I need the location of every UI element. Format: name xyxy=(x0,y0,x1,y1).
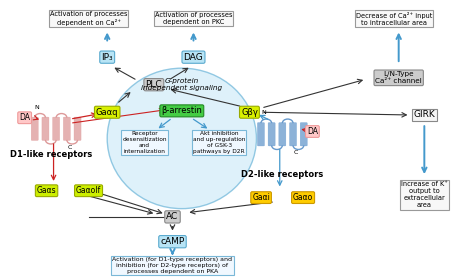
FancyBboxPatch shape xyxy=(300,123,307,146)
Text: DA: DA xyxy=(19,113,30,122)
Text: C: C xyxy=(68,145,72,150)
Text: DA: DA xyxy=(307,127,318,136)
Text: PLC: PLC xyxy=(146,80,162,89)
Text: C: C xyxy=(294,150,298,155)
FancyBboxPatch shape xyxy=(42,117,49,140)
Text: Gaαs: Gaαs xyxy=(37,186,56,195)
Text: D1-like receptors: D1-like receptors xyxy=(10,150,92,160)
Text: Activation (for D1-type receptors) and
inhibition (for D2-type receptors) of
pro: Activation (for D1-type receptors) and i… xyxy=(112,257,232,274)
Text: G-protein
independent signaling: G-protein independent signaling xyxy=(141,78,222,91)
FancyBboxPatch shape xyxy=(74,117,81,140)
FancyBboxPatch shape xyxy=(290,123,297,146)
FancyBboxPatch shape xyxy=(53,117,60,140)
Text: DAG: DAG xyxy=(183,53,203,62)
Text: IP₃: IP₃ xyxy=(101,53,113,62)
Text: Gaαi: Gaαi xyxy=(252,193,270,202)
FancyBboxPatch shape xyxy=(257,123,264,146)
Ellipse shape xyxy=(107,68,256,209)
FancyBboxPatch shape xyxy=(31,117,38,140)
Text: GIRK: GIRK xyxy=(413,111,435,119)
Text: N: N xyxy=(35,105,40,110)
FancyBboxPatch shape xyxy=(279,123,286,146)
Text: L/N-Type
Ca²⁺ channel: L/N-Type Ca²⁺ channel xyxy=(375,71,422,84)
Text: Akt inhibition
and up-regulation
of GSK-3
pathways by D2R: Akt inhibition and up-regulation of GSK-… xyxy=(193,131,246,154)
Text: Activation of processes
dependent on Ca²⁺: Activation of processes dependent on Ca²… xyxy=(50,12,128,26)
Text: Activation of processes
dependent on PKC: Activation of processes dependent on PKC xyxy=(155,12,232,25)
Text: Gaαolf: Gaαolf xyxy=(76,186,101,195)
Text: β-arrestin: β-arrestin xyxy=(161,106,202,115)
Text: Gaαo: Gaαo xyxy=(293,193,313,202)
Text: AC: AC xyxy=(166,212,179,221)
Text: Gaαq: Gaαq xyxy=(96,108,118,117)
Text: Gβγ: Gβγ xyxy=(241,108,258,117)
Text: cAMP: cAMP xyxy=(160,237,184,246)
Text: D2-like receptors: D2-like receptors xyxy=(241,170,323,179)
Text: Receptor
desensitization
and
internalization: Receptor desensitization and internaliza… xyxy=(122,131,167,154)
FancyBboxPatch shape xyxy=(64,117,70,140)
Text: Increase of K⁺
output to
extracellular
area: Increase of K⁺ output to extracellular a… xyxy=(401,181,448,208)
FancyBboxPatch shape xyxy=(268,123,275,146)
Text: N: N xyxy=(261,111,266,116)
Text: Decrease of Ca²⁺ input
to intracellular area: Decrease of Ca²⁺ input to intracellular … xyxy=(356,12,432,25)
